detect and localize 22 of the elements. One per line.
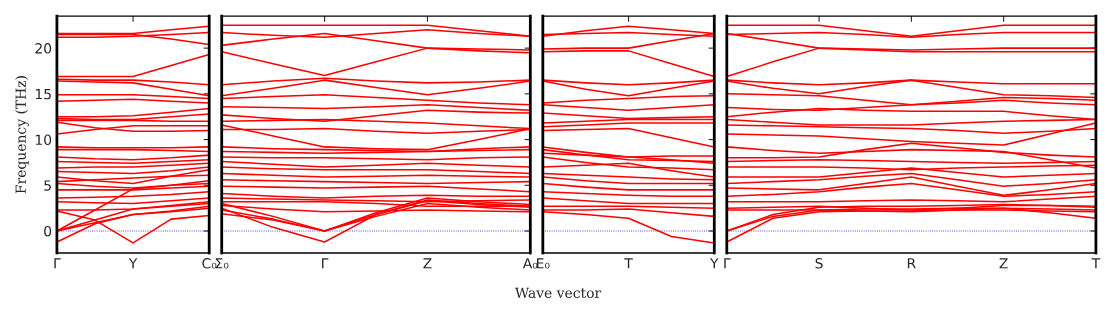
y-tick-label: 20 [35,43,52,54]
x-tick-label: E₀ [537,258,550,269]
x-tick-label: T [624,258,633,269]
x-axis-title: Wave vector [514,287,602,299]
x-tick-label: Z [423,258,432,269]
x-tick-label: Γ [724,258,731,269]
x-tick-label: Γ [54,258,61,269]
x-tick-label: Σ₀ [215,258,229,269]
x-tick-label: Y [710,258,719,269]
y-tick-label: 5 [44,180,51,191]
x-tick-label: Z [999,258,1008,269]
x-tick-label: R [907,258,916,269]
x-tick-label: Γ [322,258,329,269]
y-tick-label: 0 [44,225,52,237]
x-tick-label: S [815,258,823,269]
x-tick-label: Y [128,258,138,269]
y-tick-label: 15 [35,89,51,100]
x-tick-label: A₀ [522,258,538,269]
y-tick-label: 10 [35,134,52,146]
x-tick-label: C₀ [202,258,217,269]
y-axis-title: Frequency (THz) [15,76,29,194]
x-tick-label: T [1091,258,1101,269]
